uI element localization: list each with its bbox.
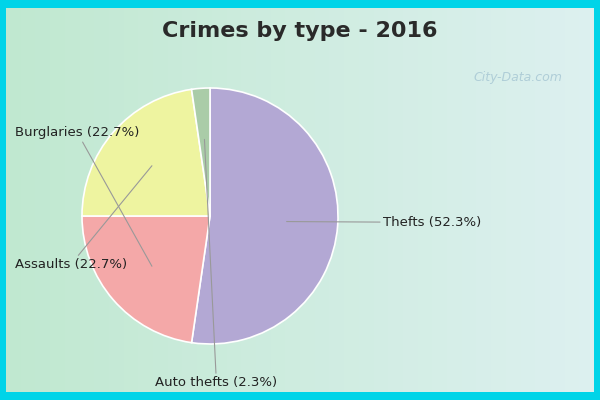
Text: Burglaries (22.7%): Burglaries (22.7%) xyxy=(15,126,152,266)
Bar xyxy=(329,8,344,392)
Bar xyxy=(506,8,521,392)
Bar xyxy=(94,8,109,392)
Wedge shape xyxy=(82,216,210,343)
Bar xyxy=(476,8,491,392)
Bar xyxy=(153,8,168,392)
Bar xyxy=(491,8,506,392)
Wedge shape xyxy=(191,88,338,344)
Wedge shape xyxy=(191,88,210,216)
Bar xyxy=(403,8,418,392)
Bar xyxy=(124,8,139,392)
Bar xyxy=(314,8,329,392)
Bar xyxy=(286,8,300,392)
Text: City-Data.com: City-Data.com xyxy=(473,71,562,84)
Bar xyxy=(388,8,403,392)
Bar xyxy=(462,8,476,392)
Bar xyxy=(256,8,271,392)
Bar xyxy=(550,8,565,392)
Bar xyxy=(580,8,594,392)
Bar xyxy=(432,8,447,392)
Bar xyxy=(21,8,35,392)
Bar xyxy=(344,8,359,392)
Bar xyxy=(271,8,286,392)
Bar xyxy=(447,8,462,392)
Bar xyxy=(35,8,50,392)
Bar xyxy=(521,8,535,392)
Bar xyxy=(182,8,197,392)
Bar xyxy=(50,8,65,392)
Bar xyxy=(418,8,432,392)
Bar xyxy=(168,8,182,392)
Bar xyxy=(565,8,580,392)
Bar xyxy=(227,8,241,392)
Bar xyxy=(300,8,314,392)
Bar xyxy=(197,8,212,392)
Text: Assaults (22.7%): Assaults (22.7%) xyxy=(14,166,152,271)
Text: Crimes by type - 2016: Crimes by type - 2016 xyxy=(162,21,438,41)
Bar xyxy=(212,8,227,392)
Text: Auto thefts (2.3%): Auto thefts (2.3%) xyxy=(155,140,277,389)
Bar xyxy=(109,8,124,392)
Bar xyxy=(241,8,256,392)
Bar xyxy=(65,8,80,392)
Bar xyxy=(359,8,373,392)
Bar xyxy=(139,8,153,392)
Text: Thefts (52.3%): Thefts (52.3%) xyxy=(287,216,481,229)
Wedge shape xyxy=(82,89,210,216)
Bar xyxy=(79,8,94,392)
Bar xyxy=(535,8,550,392)
Bar xyxy=(373,8,388,392)
Bar xyxy=(6,8,21,392)
